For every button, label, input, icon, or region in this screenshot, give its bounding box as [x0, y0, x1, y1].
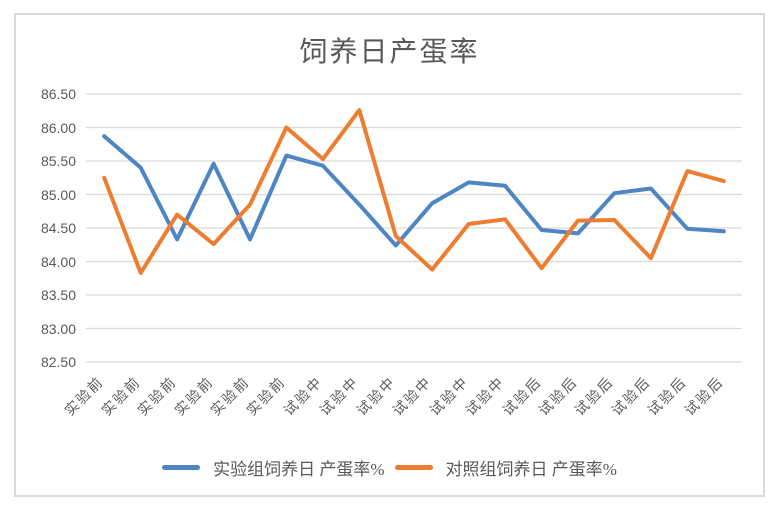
- chart-title: 饲养日产蛋率: [299, 37, 480, 68]
- legend-item-control-group: 对照组饲养日 产蛋率%: [394, 455, 617, 480]
- y-axis-tick-label: 85.00: [40, 186, 76, 203]
- legend-label: 实验组饲养日 产蛋率%: [213, 459, 385, 479]
- legend: 实验组饲养日 产蛋率% 对照组饲养日 产蛋率%: [0, 452, 779, 482]
- y-axis-tick-label: 85.50: [40, 153, 76, 169]
- y-axis-tick-label: 83.00: [40, 320, 76, 337]
- series-line-control-group: [102, 108, 726, 275]
- y-axis-tick-label: 83.50: [40, 287, 76, 303]
- y-axis-tick-label: 82.50: [40, 354, 76, 370]
- legend-item-experimental-group: 实验组饲养日 产蛋率%: [162, 455, 385, 480]
- series-line-experimental-group: [102, 134, 726, 248]
- y-axis-tick-label: 86.00: [40, 119, 76, 136]
- y-axis-tick-label: 86.50: [40, 86, 76, 102]
- legend-label: 对照组饲养日 产蛋率%: [445, 459, 617, 479]
- y-axis-tick-label: 84.00: [40, 253, 76, 270]
- legend-line-swatch: [162, 464, 201, 470]
- legend-line-swatch: [394, 464, 433, 470]
- y-axis-tick-label: 84.50: [40, 220, 76, 236]
